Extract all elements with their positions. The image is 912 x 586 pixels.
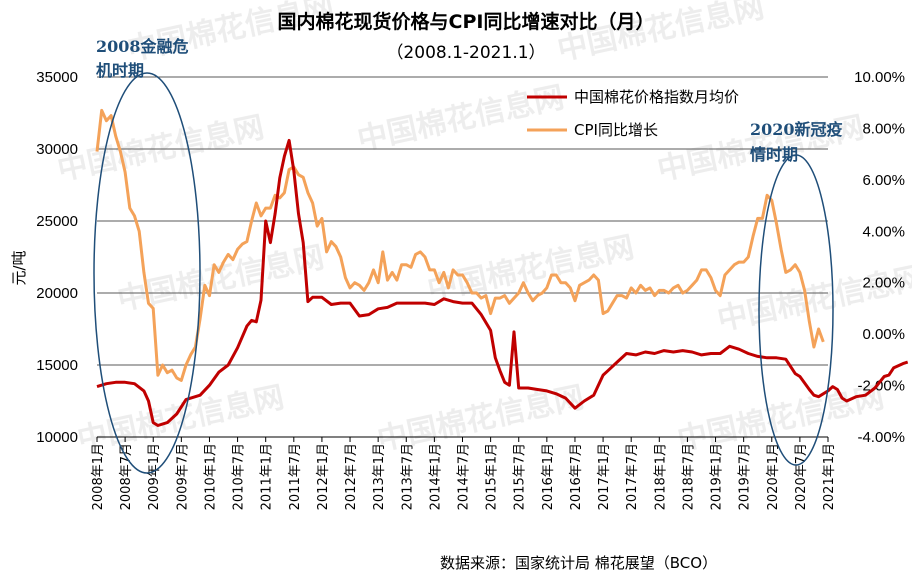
- left-tick-label: 30000: [36, 141, 78, 158]
- x-tick-label: 2019年7月: [738, 443, 753, 510]
- legend-label-cotton: 中国棉花价格指数月均价: [574, 88, 739, 106]
- right-tick-label: -2.00%: [857, 378, 905, 395]
- annotation-2020-line1: 2020新冠疫: [750, 120, 843, 139]
- left-tick-label: 35000: [36, 69, 78, 86]
- right-tick-label: 2.00%: [862, 275, 905, 292]
- grid-lines: [97, 76, 828, 366]
- annotation-2020-line2: 情时期: [750, 145, 798, 164]
- x-tick-label: 2021年1月: [822, 443, 837, 510]
- right-tick-label: 4.00%: [862, 223, 905, 240]
- right-tick-label: 0.00%: [862, 326, 905, 343]
- x-tick-label: 2017年7月: [625, 443, 640, 510]
- crisis-2008-ellipse: [93, 72, 201, 474]
- x-tick-label: 2014年7月: [457, 443, 472, 510]
- x-tick-label: 2013年1月: [372, 443, 387, 510]
- x-tick-label: 2011年7月: [288, 443, 303, 510]
- right-tick-label: 8.00%: [862, 120, 905, 137]
- x-tick-label: 2009年1月: [147, 443, 162, 510]
- left-tick-label: 20000: [36, 285, 78, 302]
- right-tick-label: -4.00%: [857, 429, 905, 446]
- legend: 中国棉花价格指数月均价 CPI同比增长: [527, 88, 739, 139]
- annotation-2008-line2: 机时期: [96, 61, 144, 80]
- x-tick-label: 2020年7月: [794, 443, 809, 510]
- series-cotton-line: [96, 138, 909, 427]
- x-tick-label: 2016年7月: [569, 443, 584, 510]
- x-tick-label: 2015年7月: [513, 443, 528, 510]
- x-tick-label: 2019年1月: [710, 443, 725, 510]
- x-tick-label: 2018年1月: [653, 443, 668, 510]
- left-axis-ticks: 10000 15000 20000 25000 30000 35000: [36, 69, 78, 446]
- x-tick-label: 2016年1月: [541, 443, 556, 510]
- x-tick-label: 2020年1月: [766, 443, 781, 510]
- right-tick-label: 10.00%: [854, 69, 905, 86]
- x-tick-label: 2010年7月: [232, 443, 247, 510]
- x-tick-label: 2015年1月: [485, 443, 500, 510]
- right-tick-label: 6.00%: [862, 172, 905, 189]
- x-axis-ticks: 2008年1月 2008年7月 2009年1月 2009年7月 2010年1月 2010年…: [91, 437, 837, 510]
- y-axis-label: 元/吨: [10, 250, 28, 285]
- x-tick-label: 2008年7月: [119, 443, 134, 510]
- x-tick-label: 2013年7月: [400, 443, 415, 510]
- annotation-2008-line1: 2008金融危: [96, 37, 189, 56]
- legend-label-cpi: CPI同比增长: [574, 121, 658, 139]
- left-tick-label: 10000: [36, 429, 78, 446]
- x-tick-label: 2008年1月: [91, 443, 106, 510]
- x-tick-label: 2009年7月: [175, 443, 190, 510]
- watermark-text: 中国棉花信息网: [354, 80, 567, 158]
- left-tick-label: 15000: [36, 357, 78, 374]
- covid-2020-ellipse: [758, 154, 834, 466]
- x-tick-label: 2017年1月: [597, 443, 612, 510]
- x-tick-label: 2010年1月: [203, 443, 218, 510]
- series-cpi-line: [95, 108, 825, 382]
- chart-subtitle: （2008.1-2021.1）: [386, 43, 545, 63]
- x-tick-label: 2018年7月: [681, 443, 696, 510]
- left-tick-label: 25000: [36, 213, 78, 230]
- right-axis-ticks: -4.00% -2.00% 0.00% 2.00% 4.00% 6.00% 8.00% 10.…: [854, 69, 905, 446]
- x-tick-label: 2014年1月: [428, 443, 443, 510]
- chart-title: 国内棉花现货价格与CPI同比增速对比（月）: [278, 10, 655, 33]
- x-tick-label: 2011年1月: [260, 443, 275, 510]
- x-tick-label: 2012年1月: [316, 443, 331, 510]
- x-tick-label: 2012年7月: [344, 443, 359, 510]
- source-note: 数据来源：国家统计局 棉花展望（BCO）: [440, 554, 717, 572]
